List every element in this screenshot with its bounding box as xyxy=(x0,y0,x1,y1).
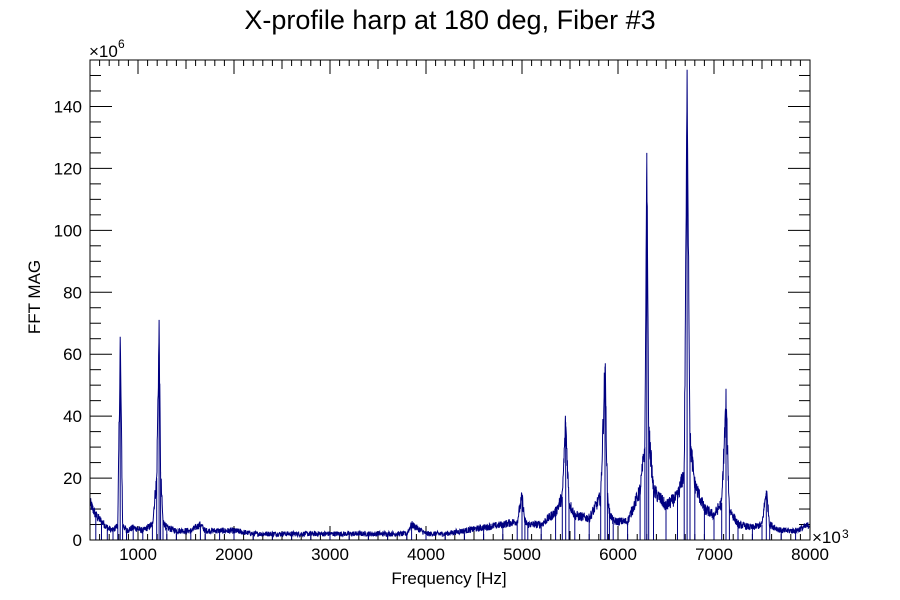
y-tick-label: 120 xyxy=(54,159,82,178)
y-tick-label: 140 xyxy=(54,97,82,116)
x-tick-label: 2000 xyxy=(215,545,253,564)
x-multiplier-base: ×10 xyxy=(812,528,841,547)
x-tick-label: 3000 xyxy=(311,545,349,564)
y-multiplier-exponent: 6 xyxy=(118,37,125,51)
y-tick-label: 80 xyxy=(63,283,82,302)
y-axis-multiplier: ×10 6 xyxy=(89,37,125,61)
x-tick-label: 8000 xyxy=(791,545,829,564)
y-tick-label: 40 xyxy=(63,407,82,426)
series-line xyxy=(89,69,811,540)
y-tick-label: 0 xyxy=(73,531,82,550)
y-tick-labels: 0 20 40 60 80 100 120 140 xyxy=(54,97,82,550)
x-axis-multiplier: ×10 3 xyxy=(812,527,849,547)
x-tick-labels: 1000 2000 3000 4000 5000 6000 7000 8000 xyxy=(119,545,829,564)
chart-title: X-profile harp at 180 deg, Fiber #3 xyxy=(244,5,655,35)
y-tick-label: 20 xyxy=(63,469,82,488)
x-multiplier-exponent: 3 xyxy=(842,527,849,541)
y-axis-title: FFT MAG xyxy=(25,260,44,334)
x-tick-label: 1000 xyxy=(119,545,157,564)
x-tick-label: 7000 xyxy=(695,545,733,564)
x-axis-title: Frequency [Hz] xyxy=(391,569,506,588)
y-multiplier-base: ×10 xyxy=(89,42,118,61)
x-tick-label: 5000 xyxy=(503,545,541,564)
y-tick-label: 100 xyxy=(54,221,82,240)
plot-frame xyxy=(89,59,811,541)
y-tick-label: 60 xyxy=(63,345,82,364)
axis-ticks xyxy=(89,59,811,541)
x-tick-label: 6000 xyxy=(599,545,637,564)
x-tick-label: 4000 xyxy=(407,545,445,564)
